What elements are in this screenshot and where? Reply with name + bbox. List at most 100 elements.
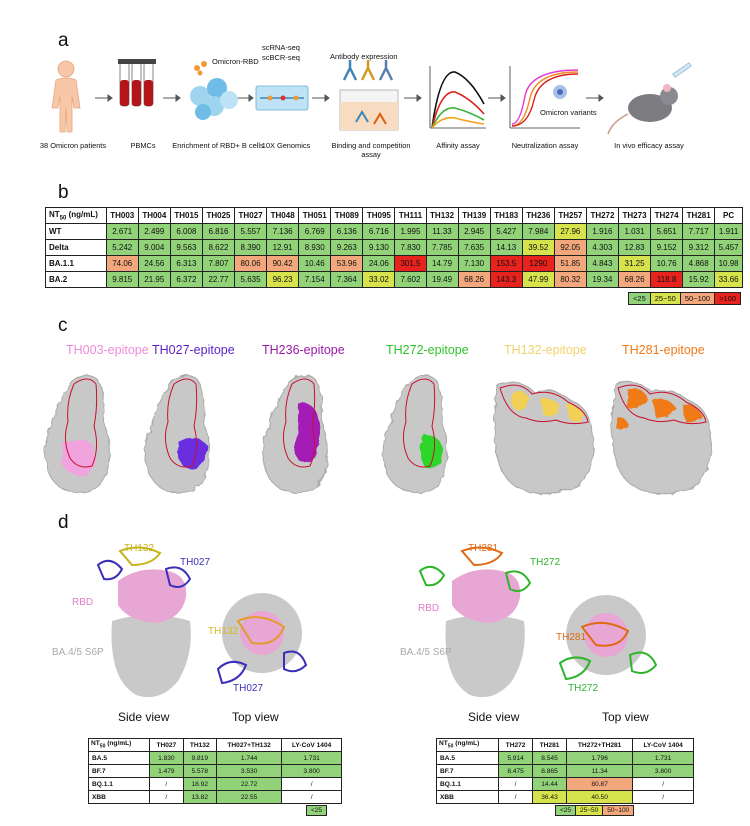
table-cell: 8.390 bbox=[234, 239, 268, 256]
table-cell: 19.34 bbox=[585, 271, 619, 288]
table-cell: 5.651 bbox=[650, 223, 684, 240]
column-header: TH281 bbox=[682, 207, 716, 224]
table-cell: 7.154 bbox=[298, 271, 332, 288]
right-ab2-label: TH272 bbox=[530, 557, 561, 568]
table-cell: 74.06 bbox=[105, 255, 139, 272]
table-cell: 68.26 bbox=[617, 271, 652, 288]
table-cell: 14.13 bbox=[489, 239, 523, 256]
table-cell: / bbox=[281, 777, 342, 791]
table-row: BQ.1.1/18.92 22.72/ bbox=[87, 777, 342, 791]
nt-unit: (ng/mL) bbox=[105, 740, 132, 748]
row-label: BF.7 bbox=[435, 764, 500, 778]
column-header: TH111 bbox=[394, 207, 427, 224]
table-cell: 33.66 bbox=[714, 271, 743, 288]
table-cell: 7.635 bbox=[457, 239, 491, 256]
table-cell: 7.717 bbox=[682, 223, 716, 240]
table-cell: 4.868 bbox=[682, 255, 716, 272]
table-cell: 301.5 bbox=[394, 255, 427, 272]
nt-sub: 50 bbox=[59, 215, 67, 222]
table-cell: 7.830 bbox=[394, 239, 427, 256]
legend-item: <25 bbox=[306, 805, 328, 816]
epitope-title-th236: TH236-epitope bbox=[262, 343, 345, 357]
human-figure-icon bbox=[51, 60, 81, 133]
color-legend: <25 25~50 50~100 >100 bbox=[628, 292, 741, 305]
table-cell: 6.136 bbox=[330, 223, 364, 240]
table-row: BA.2 9.815 21.95 6.372 22.77 5.635 96.23 7.154 7… bbox=[45, 271, 743, 288]
table-cell: 7.984 bbox=[521, 223, 555, 240]
column-header: LY-CoV 1404 bbox=[281, 738, 342, 752]
column-header: TH273 bbox=[617, 207, 652, 224]
table-cell: 21.95 bbox=[137, 271, 171, 288]
caption-neutralization: Neutralization assay bbox=[511, 141, 579, 150]
row-label: BQ.1.1 bbox=[435, 777, 500, 791]
table-cell: 2.499 bbox=[137, 223, 171, 240]
rbd-surface-th003 bbox=[44, 375, 110, 494]
epitope-title-th003: TH003-epitope bbox=[66, 343, 149, 357]
column-header: TH095 bbox=[362, 207, 396, 224]
antibody-expression-icon bbox=[339, 60, 399, 131]
table-row: XBB/36.43 40.50/ bbox=[435, 790, 694, 804]
table-cell: 12.91 bbox=[266, 239, 300, 256]
row-label: XBB bbox=[435, 790, 500, 804]
right-side-view-structure bbox=[418, 546, 532, 698]
legend-item: 25~50 bbox=[649, 292, 681, 305]
table-cell: 96.23 bbox=[266, 271, 300, 288]
workflow-illustration bbox=[51, 59, 692, 135]
table-cell: 6.008 bbox=[169, 223, 203, 240]
table-cell: 7.130 bbox=[457, 255, 491, 272]
table-cell: / bbox=[498, 777, 534, 791]
table-cell: 12.83 bbox=[617, 239, 652, 256]
table-cell: 47.99 bbox=[521, 271, 555, 288]
row-label: BQ.1.1 bbox=[87, 777, 151, 791]
table-header-row: NT50 (ng/mL) TH027 TH132 TH027+TH132 LY-… bbox=[87, 738, 342, 752]
legend-item: 50~100 bbox=[679, 292, 716, 305]
table-cell: 2.945 bbox=[457, 223, 491, 240]
legend-item: 50~100 bbox=[602, 805, 635, 816]
table-cell: 1.744 bbox=[215, 751, 283, 765]
right-rbd-label: RBD bbox=[418, 603, 440, 614]
scbcr-seq-label: scBCR-seq bbox=[262, 53, 300, 62]
table-corner-header: NT50 (ng/mL) bbox=[435, 738, 500, 752]
complex-structures bbox=[96, 546, 658, 698]
caption-binding: Binding and competition assay bbox=[331, 141, 411, 159]
table-cell: 3.800 bbox=[632, 764, 694, 778]
table-cell: 7.602 bbox=[394, 271, 427, 288]
table-row: XBB/13.82 22.55/ bbox=[87, 790, 342, 804]
table-cell: / bbox=[498, 790, 534, 804]
left-table-body: BA.5 1.830 9.819 1.744 1.731 BF.7 1.479 5.578 3.… bbox=[87, 751, 342, 804]
table-cell: / bbox=[149, 777, 184, 791]
left-ab2-label: TH027 bbox=[180, 557, 211, 568]
table-cell: 27.96 bbox=[553, 223, 587, 240]
caption-enrichment: Enrichment of RBD+ B cells bbox=[172, 141, 264, 150]
rbm-outline-5 bbox=[499, 384, 589, 425]
column-header: TH132 bbox=[425, 207, 459, 224]
table-header-row: NT50 (ng/mL) TH003 TH004 TH015 TH025 TH0… bbox=[45, 207, 743, 224]
table-cell: 6.769 bbox=[298, 223, 332, 240]
table-cell: 9.130 bbox=[362, 239, 396, 256]
table-cell: 6.816 bbox=[201, 223, 236, 240]
column-header: TH257 bbox=[553, 207, 587, 224]
column-header: TH236 bbox=[521, 207, 555, 224]
table-cell: 92.05 bbox=[553, 239, 587, 256]
table-cell: 19.49 bbox=[425, 271, 459, 288]
epitope-title-th281: TH281-epitope bbox=[622, 343, 705, 357]
table-cell: 4.303 bbox=[585, 239, 619, 256]
table-cell: 1.995 bbox=[394, 223, 427, 240]
left-color-legend: <25 bbox=[306, 805, 328, 816]
column-header: TH004 bbox=[137, 207, 171, 224]
table-cell: 31.25 bbox=[617, 255, 652, 272]
table-cell: 5.427 bbox=[489, 223, 523, 240]
column-header: TH272 bbox=[585, 207, 619, 224]
table-cell: 7.785 bbox=[425, 239, 459, 256]
rbm-outline-2 bbox=[164, 378, 198, 468]
panel-letter-b: b bbox=[58, 182, 69, 203]
table-cell: 9.004 bbox=[137, 239, 171, 256]
caption-in-vivo: In vivo efficacy assay bbox=[614, 141, 684, 150]
rbm-outline-4 bbox=[402, 378, 436, 468]
rbd-surface-th236 bbox=[262, 375, 328, 494]
right-top-view-label: Top view bbox=[602, 710, 649, 724]
table-cell: 40.50 bbox=[565, 790, 634, 804]
table-row: BA.5 1.830 9.819 1.744 1.731 bbox=[87, 751, 342, 765]
caption-affinity: Affinity assay bbox=[436, 141, 480, 150]
table-cell: 8.545 bbox=[532, 751, 567, 765]
